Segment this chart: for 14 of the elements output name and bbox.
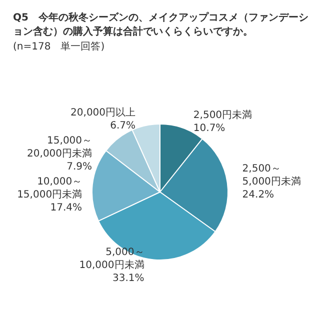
slice-label: 20,000円以上: [70, 106, 136, 119]
slice-label: 2,500～ 5,000円未満: [242, 163, 301, 188]
data-label: 6.7%: [110, 120, 136, 132]
slice-label: 5,000～ 10,000円未満: [79, 247, 144, 272]
slice-label: 2,500円未満: [193, 109, 252, 122]
chart-subtitle: (n=178 単一回答): [13, 40, 105, 52]
data-label: 33.1%: [112, 273, 144, 284]
slice-label: 15,000～ 20,000円未満: [27, 136, 92, 160]
data-label: 17.4%: [50, 202, 82, 214]
data-label: 24.2%: [242, 189, 274, 200]
chart-title: Q5 今年の秋冬シーズンの、メイクアップコスメ（ファンデーション含む）の購入予算は合計でいくらくらいですか。: [13, 12, 308, 38]
data-label: 10.7%: [193, 123, 226, 134]
data-label: 7.9%: [66, 162, 92, 173]
slice-label: 10,000～ 15,000円未満: [17, 176, 82, 201]
